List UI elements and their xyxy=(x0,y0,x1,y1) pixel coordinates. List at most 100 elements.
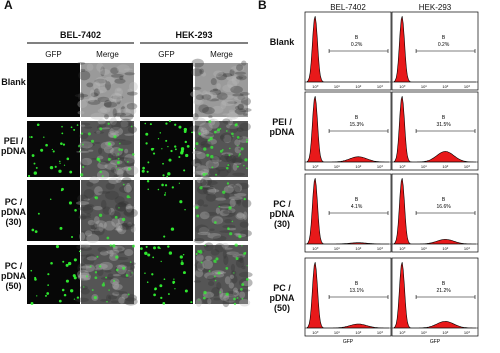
histogram xyxy=(393,96,476,163)
gfp-cell xyxy=(181,260,183,262)
texture xyxy=(77,206,92,211)
texture xyxy=(203,129,210,135)
gfp-cell xyxy=(49,198,52,201)
texture xyxy=(241,265,246,270)
texture xyxy=(116,168,124,179)
micrograph xyxy=(81,180,134,241)
texture xyxy=(109,250,114,257)
texture xyxy=(99,261,113,271)
gfp-cell xyxy=(164,192,167,194)
gfp-cell xyxy=(144,122,147,125)
gfp-cell xyxy=(65,263,69,267)
gate-label: B xyxy=(442,197,446,203)
texture xyxy=(236,64,244,72)
texture xyxy=(222,113,230,116)
gfp-cell xyxy=(208,270,211,273)
texture xyxy=(239,122,251,132)
texture xyxy=(112,274,122,277)
texture xyxy=(206,180,218,186)
texture xyxy=(211,216,224,225)
texture xyxy=(84,204,94,208)
texture xyxy=(195,168,205,173)
gfp-cell xyxy=(129,261,132,263)
texture xyxy=(213,297,221,301)
gfp-cell xyxy=(174,148,177,151)
gfp-cell xyxy=(160,260,162,263)
texture xyxy=(80,288,90,295)
texture xyxy=(106,294,112,303)
gfp-cell xyxy=(162,174,165,177)
texture xyxy=(111,281,120,290)
gate-percentage: 4.1% xyxy=(351,204,363,210)
texture xyxy=(239,291,246,299)
gfp-cell xyxy=(130,125,133,128)
texture xyxy=(129,267,134,277)
gate-percentage: 21.2% xyxy=(437,288,452,294)
texture xyxy=(227,101,238,105)
gfp-cell xyxy=(233,272,235,274)
gfp-cell xyxy=(174,123,177,126)
texture xyxy=(211,105,224,114)
texture xyxy=(195,94,204,101)
gfp-cell xyxy=(195,252,198,256)
gfp-cell xyxy=(58,160,61,163)
texture xyxy=(80,159,88,168)
texture xyxy=(84,230,93,237)
gfp-cell xyxy=(102,282,105,284)
texture xyxy=(118,296,126,304)
texture xyxy=(238,107,252,113)
x-axis-label: GFP xyxy=(430,339,441,345)
texture xyxy=(115,222,123,231)
gfp-cell xyxy=(33,171,38,175)
texture xyxy=(193,280,202,283)
texture xyxy=(216,282,222,290)
texture xyxy=(85,253,96,260)
texture xyxy=(110,92,122,102)
texture xyxy=(100,66,105,77)
gfp-cell xyxy=(200,261,203,264)
texture xyxy=(200,71,207,77)
gfp-cell xyxy=(240,288,243,291)
texture xyxy=(126,91,138,96)
gfp-cell xyxy=(168,251,173,255)
gfp-cell xyxy=(243,164,245,167)
gfp-cell xyxy=(227,227,230,230)
texture xyxy=(114,228,123,231)
texture xyxy=(124,248,134,256)
texture xyxy=(84,126,93,129)
texture xyxy=(99,122,107,128)
texture xyxy=(222,297,230,308)
texture xyxy=(116,64,130,73)
gfp-cell xyxy=(122,266,126,270)
texture xyxy=(199,68,204,75)
texture xyxy=(93,205,103,211)
texture xyxy=(97,119,106,125)
gfp-cell xyxy=(238,153,241,156)
texture xyxy=(114,87,123,97)
gfp-cell xyxy=(179,200,183,204)
texture xyxy=(218,203,232,207)
texture xyxy=(232,155,242,165)
gfp-cell xyxy=(144,251,148,256)
gfp-cell xyxy=(37,212,40,215)
texture xyxy=(108,207,115,216)
gfp-cell xyxy=(50,261,53,265)
gfp-cell xyxy=(246,265,248,267)
x-tick-label: 10² xyxy=(442,246,448,251)
texture xyxy=(231,75,240,85)
gfp-cell xyxy=(163,194,166,196)
x-tick-label: 10⁰ xyxy=(399,330,405,335)
gfp-cell xyxy=(61,288,65,292)
texture xyxy=(76,200,90,206)
gfp-cell xyxy=(207,139,211,142)
gfp-cell xyxy=(163,278,166,281)
texture xyxy=(217,169,229,177)
texture xyxy=(212,235,227,242)
row-label: PC / pDNA (50) xyxy=(269,283,295,313)
texture xyxy=(119,261,133,267)
texture xyxy=(119,200,129,206)
gfp-cell xyxy=(213,259,217,263)
gfp-cell xyxy=(195,142,199,146)
gfp-cell xyxy=(30,302,34,305)
gfp-cell xyxy=(198,299,200,301)
